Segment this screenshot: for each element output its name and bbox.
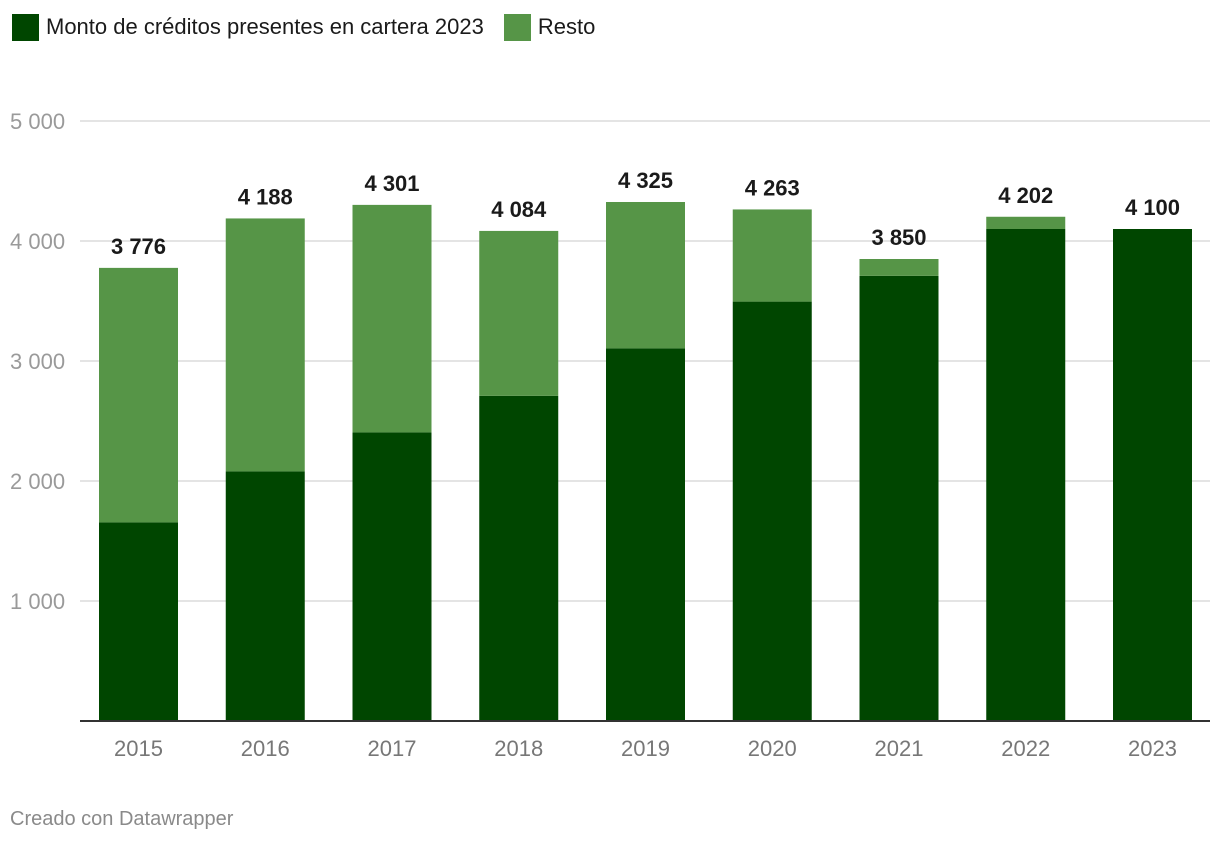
x-tick-label: 2017 — [368, 736, 417, 761]
x-tick-label: 2021 — [875, 736, 924, 761]
bar-total-label: 4 325 — [618, 168, 673, 193]
legend-label-resto: Resto — [537, 14, 596, 39]
x-tick-label: 2020 — [748, 736, 797, 761]
bar-total-label: 3 776 — [111, 234, 166, 259]
legend-swatch-resto — [503, 13, 531, 41]
bar-segment-cartera-2023 — [1113, 229, 1192, 721]
legend-item-cartera-2023: Monto de créditos presentes en cartera 2… — [12, 12, 484, 42]
bar-segment-cartera-2023 — [352, 432, 432, 721]
bar-segment-cartera-2023 — [479, 395, 559, 721]
bar-total-label: 4 084 — [491, 197, 547, 222]
bar-total-label: 4 202 — [998, 183, 1053, 208]
bar-segment-resto — [986, 216, 1066, 229]
bar-segment-resto — [732, 209, 812, 302]
y-tick-label: 5 000 — [10, 109, 65, 134]
legend-swatch-cartera-2023 — [12, 13, 39, 41]
bar-total-label: 4 100 — [1125, 195, 1180, 220]
bar-segment-cartera-2023 — [99, 522, 178, 721]
bar-segment-resto — [479, 230, 559, 396]
y-tick-label: 4 000 — [10, 229, 65, 254]
y-tick-label: 1 000 — [10, 589, 65, 614]
legend-label-cartera-2023: Monto de créditos presentes en cartera 2… — [46, 14, 484, 39]
x-tick-label: 2023 — [1128, 736, 1177, 761]
bar-segment-cartera-2023 — [986, 229, 1066, 721]
bar-segment-resto — [859, 259, 939, 276]
x-tick-label: 2015 — [114, 736, 163, 761]
y-tick-label: 3 000 — [10, 349, 65, 374]
bar-segment-cartera-2023 — [606, 348, 685, 721]
bar-total-label: 4 263 — [745, 175, 800, 200]
bar-segment-cartera-2023 — [859, 275, 939, 721]
chart-legend: Monto de créditos presentes en cartera 2… — [12, 12, 615, 42]
bar-segment-resto — [352, 204, 432, 433]
x-tick-label: 2016 — [241, 736, 290, 761]
bar-total-label: 4 301 — [364, 171, 419, 196]
y-tick-label: 2 000 — [10, 469, 65, 494]
bar-segment-resto — [225, 218, 305, 472]
bar-segment-resto — [606, 202, 685, 349]
bar-segment-resto — [99, 267, 178, 523]
bar-segment-cartera-2023 — [225, 471, 305, 721]
legend-item-resto: Resto — [503, 12, 596, 42]
footer-credit: Creado con Datawrapper — [10, 808, 234, 830]
x-tick-label: 2018 — [494, 736, 543, 761]
x-tick-label: 2019 — [621, 736, 670, 761]
bar-total-label: 3 850 — [871, 225, 926, 250]
x-tick-label: 2022 — [1001, 736, 1050, 761]
bar-segment-cartera-2023 — [732, 301, 812, 721]
bar-total-label: 4 188 — [238, 184, 293, 209]
